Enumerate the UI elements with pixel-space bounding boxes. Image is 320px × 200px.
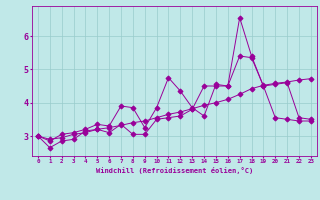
X-axis label: Windchill (Refroidissement éolien,°C): Windchill (Refroidissement éolien,°C): [96, 167, 253, 174]
